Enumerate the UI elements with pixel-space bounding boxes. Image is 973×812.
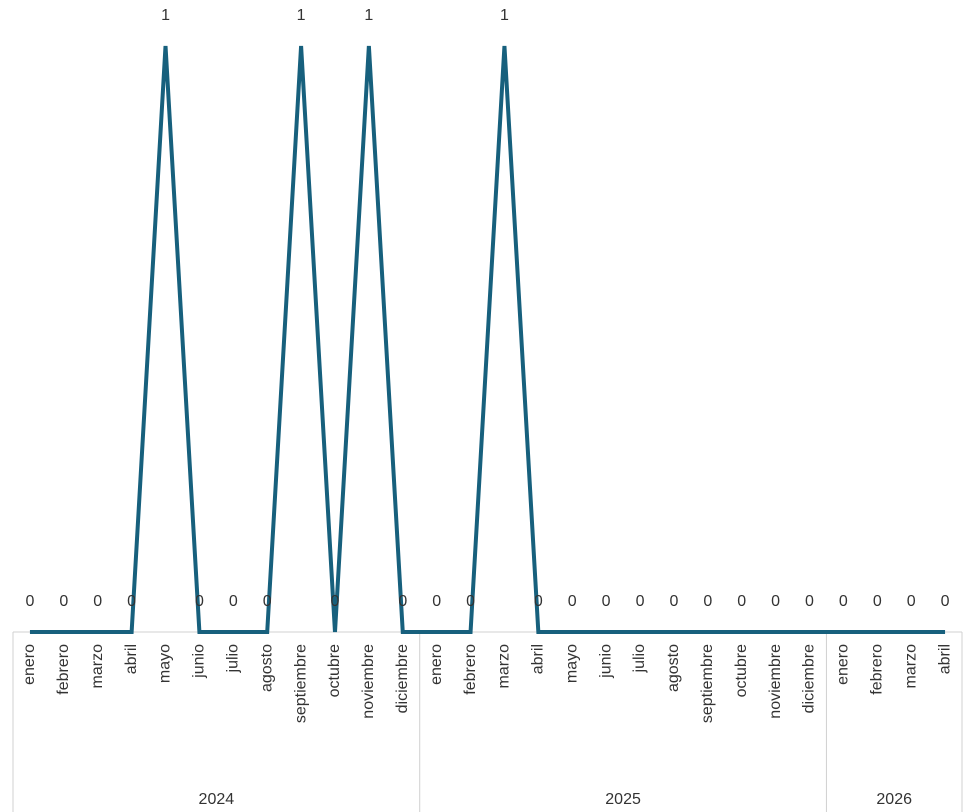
data-label: 0 (195, 593, 204, 610)
data-label: 0 (737, 593, 746, 610)
x-tick-label: diciembre (394, 644, 411, 713)
x-tick-label: noviembre (360, 644, 377, 719)
data-label: 0 (873, 593, 882, 610)
x-tick-label: octubre (326, 644, 343, 697)
data-label: 1 (364, 7, 373, 24)
data-label: 0 (229, 593, 238, 610)
data-label: 0 (398, 593, 407, 610)
x-tick-label: febrero (55, 644, 72, 695)
x-tick-label: enero (428, 644, 445, 685)
x-tick-label: julio (631, 644, 648, 674)
group-label: 2025 (605, 791, 641, 808)
x-tick-label: septiembre (699, 644, 716, 723)
x-tick-label: marzo (496, 644, 513, 689)
data-label: 0 (568, 593, 577, 610)
data-label: 0 (331, 593, 340, 610)
data-label: 0 (636, 593, 645, 610)
data-label: 0 (534, 593, 543, 610)
x-tick-label: marzo (902, 644, 919, 689)
data-label: 0 (907, 593, 916, 610)
x-tick-label: febrero (462, 644, 479, 695)
data-label: 0 (25, 593, 34, 610)
x-tick-label: enero (21, 644, 38, 685)
data-label: 0 (466, 593, 475, 610)
data-label: 0 (432, 593, 441, 610)
data-label: 0 (839, 593, 848, 610)
x-tick-label: julio (225, 644, 242, 674)
x-tick-label: abril (123, 644, 140, 674)
x-tick-label: junio (191, 644, 208, 679)
x-tick-label: septiembre (292, 644, 309, 723)
data-label: 0 (941, 593, 950, 610)
data-label: 0 (602, 593, 611, 610)
x-tick-label: abril (936, 644, 953, 674)
x-tick-label: noviembre (767, 644, 784, 719)
x-tick-label: octubre (733, 644, 750, 697)
x-tick-label: abril (530, 644, 547, 674)
data-label: 0 (805, 593, 814, 610)
x-tick-label: febrero (868, 644, 885, 695)
group-label: 2024 (199, 791, 235, 808)
data-label: 0 (263, 593, 272, 610)
x-tick-label: junio (597, 644, 614, 679)
group-label: 2026 (876, 791, 912, 808)
data-label: 0 (703, 593, 712, 610)
x-tick-label: marzo (89, 644, 106, 689)
data-label: 0 (127, 593, 136, 610)
data-label: 0 (771, 593, 780, 610)
x-tick-label: agosto (665, 644, 682, 692)
x-tick-label: enero (835, 644, 852, 685)
x-tick-label: mayo (563, 644, 580, 683)
x-tick-label: diciembre (801, 644, 818, 713)
x-tick-label: agosto (258, 644, 275, 692)
data-label: 1 (500, 7, 509, 24)
data-label: 1 (161, 7, 170, 24)
data-label: 1 (297, 7, 306, 24)
data-label: 0 (93, 593, 102, 610)
data-label: 0 (59, 593, 68, 610)
line-series (29, 45, 946, 634)
data-label: 0 (669, 593, 678, 610)
x-tick-label: mayo (157, 644, 174, 683)
